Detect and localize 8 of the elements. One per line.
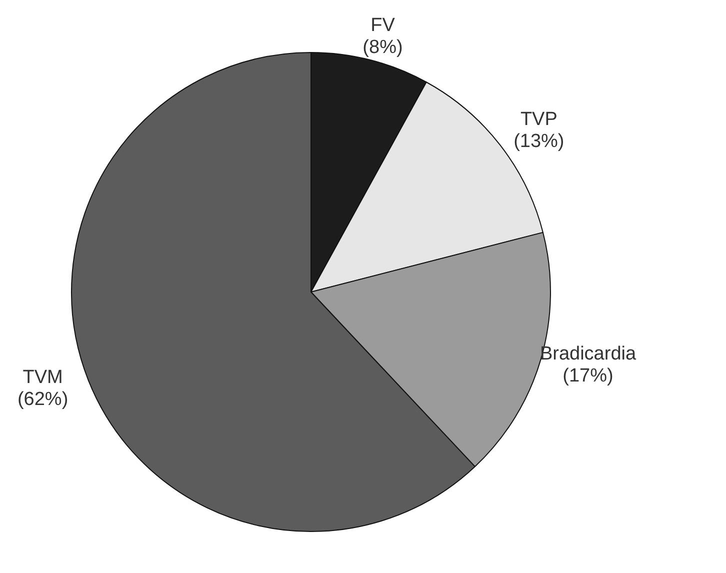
slice-label: FV — [370, 15, 396, 36]
data-label: (17%) — [562, 366, 614, 387]
slice-label: TVM — [22, 367, 63, 388]
slice-label: TVP — [520, 108, 558, 130]
data-label: (62%) — [17, 389, 68, 410]
data-label: (13%) — [514, 130, 564, 152]
data-label: (8%) — [362, 37, 403, 58]
slice-label: Bradicardia — [540, 344, 636, 365]
